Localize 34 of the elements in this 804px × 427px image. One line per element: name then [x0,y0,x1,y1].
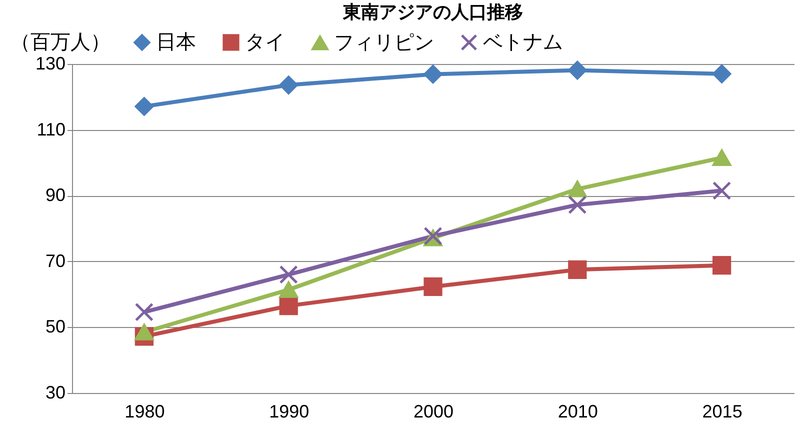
point [134,302,154,322]
legend-label: ベトナム [483,31,563,54]
legend-label: フィリピン [334,32,434,54]
point [279,76,298,94]
point [424,277,442,296]
x-tick-label: 2000 [413,402,454,422]
y-tick-label: 70 [45,250,66,271]
point [712,181,732,200]
y-tick-label: 110 [36,119,66,140]
x-tick-label: 2015 [702,402,742,422]
point [279,296,298,316]
point [712,150,732,166]
point [134,324,154,340]
chart-title: 東南アジアの人口推移 [342,2,523,22]
y-tick-label: 30 [45,382,66,402]
legend-label: タイ [245,31,285,54]
point [568,180,587,198]
y-tick-label: 50 [45,316,66,337]
x-tick-label: 1980 [124,402,165,422]
point [712,256,732,275]
legend-label: 日本 [156,31,196,54]
point [568,260,587,279]
point [568,60,587,80]
x-tick-label: 2010 [558,402,598,422]
point [424,64,442,84]
point [279,281,298,298]
point [568,196,587,214]
y-tick-label: 130 [35,54,66,74]
y-axis-title: （百万人） [10,32,110,54]
point [134,97,154,116]
y-tick-label: 90 [45,185,66,206]
point [712,64,732,84]
point [279,265,298,284]
x-tick-label: 1990 [269,402,310,422]
